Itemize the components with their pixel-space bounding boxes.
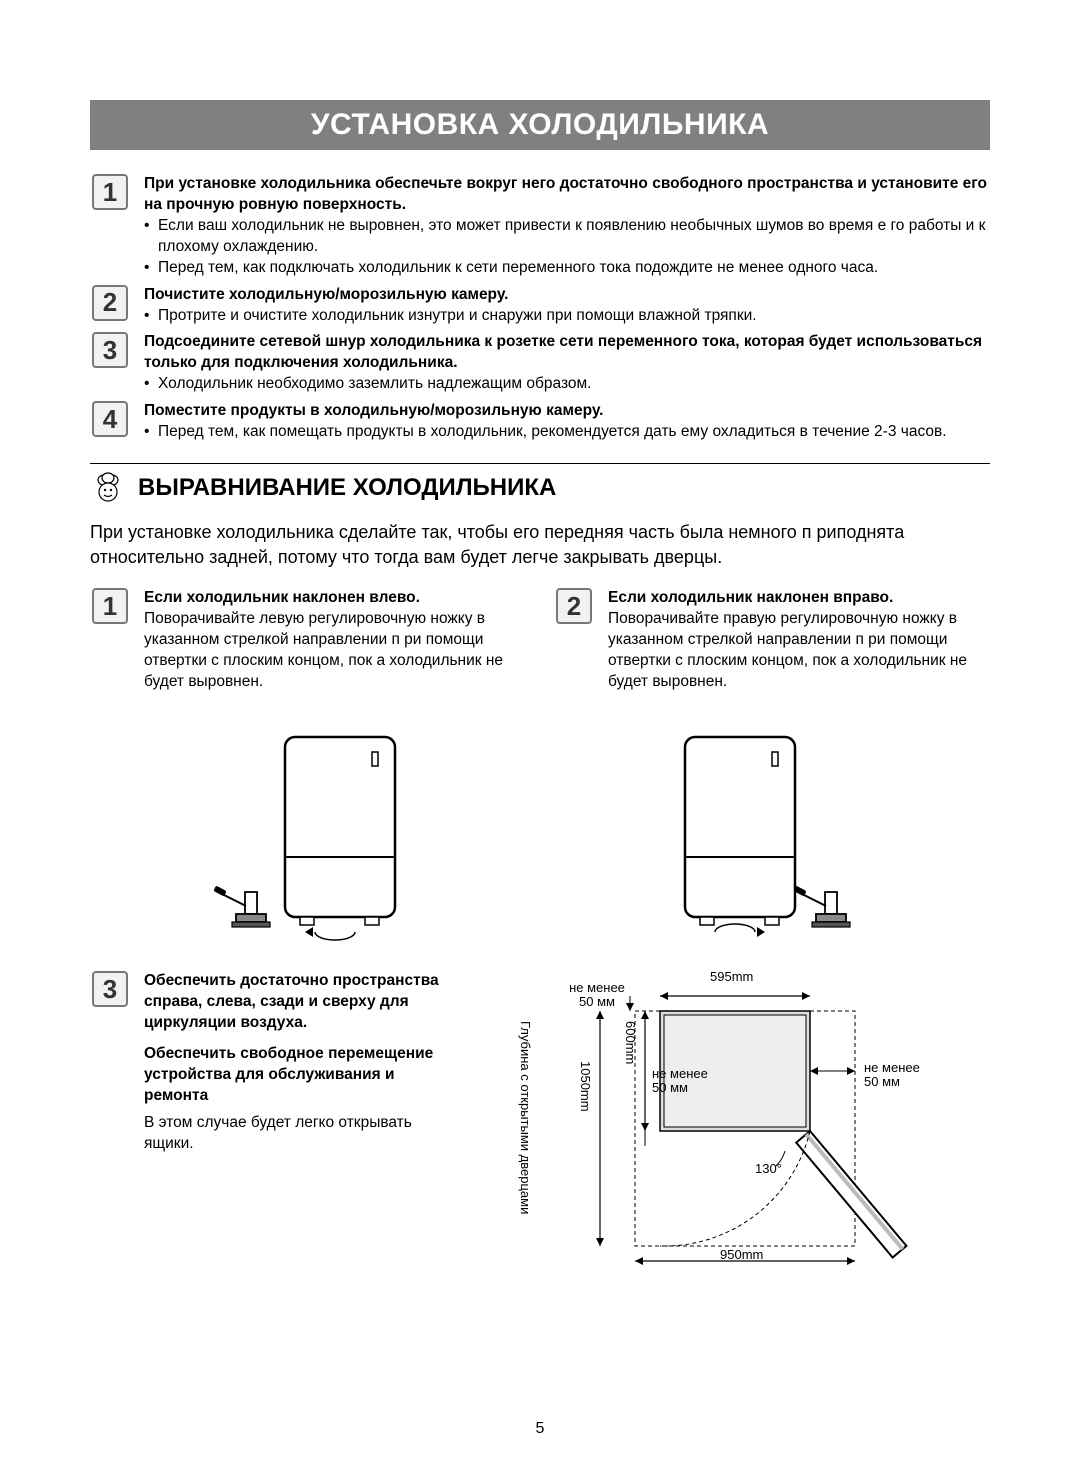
step-heading: Поместите продукты в холодильную/морозил… bbox=[144, 402, 603, 419]
step-bullet: Перед тем, как помещать продукты в холод… bbox=[144, 422, 990, 443]
section-leveling: ВЫРАВНИВАНИЕ ХОЛОДИЛЬНИКА bbox=[90, 463, 990, 506]
step-heading: При установке холодильника обеспечьте во… bbox=[144, 175, 987, 213]
step-3: 3 Подсоедините сетевой шнур холодильника… bbox=[90, 332, 990, 395]
spacing-section: 3 Обеспечить достаточно пространства спр… bbox=[90, 971, 990, 1271]
chef-icon bbox=[90, 470, 126, 506]
clearance-diagram: 595mm не менее 50 мм не менее 50 мм не м… bbox=[480, 971, 990, 1271]
step-1: 1 При установке холодильника обеспечьте … bbox=[90, 174, 990, 279]
dim-min-right: не менее 50 мм bbox=[864, 1061, 934, 1088]
leveling-left: 1 Если холодильник наклонен влево. Повор… bbox=[90, 588, 526, 693]
dim-angle: 130° bbox=[755, 1161, 782, 1176]
dim-min-left: не менее 50 мм bbox=[652, 1067, 722, 1094]
step-heading: Если холодильник наклонен влево. bbox=[144, 589, 420, 606]
step-bullet: Если ваш холодильник не выровнен, это мо… bbox=[144, 216, 990, 258]
step-bullet: Холодильник необходимо заземлить надлежа… bbox=[144, 374, 990, 395]
step-number-icon: 3 bbox=[90, 971, 130, 1154]
page-number: 5 bbox=[0, 1420, 1080, 1438]
dim-width-top: 595mm bbox=[710, 969, 753, 984]
step-heading: Подсоедините сетевой шнур холодильника к… bbox=[144, 333, 982, 371]
step-bullet: Протрите и очистите холодильник изнутри … bbox=[144, 306, 990, 327]
spacing-step: 3 Обеспечить достаточно пространства спр… bbox=[90, 971, 460, 1154]
dim-depth-label: Глубина с открытыми дверцами bbox=[518, 1021, 533, 1231]
fridge-right-figure bbox=[635, 727, 895, 947]
leveling-columns: 1 Если холодильник наклонен влево. Повор… bbox=[90, 588, 990, 699]
step-text: Поворачивайте левую регулировочную ножку… bbox=[144, 610, 503, 690]
step-text: В этом случае будет легко открывать ящик… bbox=[144, 1114, 412, 1152]
step-bullet: Перед тем, как подключать холодильник к … bbox=[144, 258, 990, 279]
leveling-right: 2 Если холодильник наклонен вправо. Пово… bbox=[554, 588, 990, 693]
section-title: ВЫРАВНИВАНИЕ ХОЛОДИЛЬНИКА bbox=[138, 474, 556, 502]
leveling-figures bbox=[90, 727, 990, 947]
step-sub-heading: Обеспечить свободное перемещение устройс… bbox=[144, 1045, 433, 1104]
leveling-intro: При установке холодильника сделайте так,… bbox=[90, 520, 990, 570]
fridge-left-figure bbox=[185, 727, 445, 947]
dim-depth-1050: 1050mm bbox=[578, 1061, 593, 1112]
dim-width-bottom: 950mm bbox=[720, 1247, 763, 1262]
step-number-icon: 1 bbox=[90, 174, 130, 279]
dim-min-top: не менее 50 мм bbox=[562, 981, 632, 1008]
step-number-icon: 2 bbox=[90, 285, 130, 327]
step-number-icon: 3 bbox=[90, 332, 130, 395]
step-text: Поворачивайте правую регулировочную ножк… bbox=[608, 610, 967, 690]
step-2: 2 Почистите холодильную/морозильную каме… bbox=[90, 285, 990, 327]
step-heading: Обеспечить достаточно пространства справ… bbox=[144, 972, 439, 1031]
page-title: УСТАНОВКА ХОЛОДИЛЬНИКА bbox=[90, 100, 990, 150]
step-4: 4 Поместите продукты в холодильную/мороз… bbox=[90, 401, 990, 443]
step-heading: Если холодильник наклонен вправо. bbox=[608, 589, 893, 606]
dim-depth-600: 600mm bbox=[623, 1021, 638, 1064]
step-number-icon: 1 bbox=[90, 588, 130, 693]
install-steps: 1 При установке холодильника обеспечьте … bbox=[90, 174, 990, 443]
step-number-icon: 2 bbox=[554, 588, 594, 693]
step-heading: Почистите холодильную/морозильную камеру… bbox=[144, 286, 508, 303]
step-number-icon: 4 bbox=[90, 401, 130, 443]
